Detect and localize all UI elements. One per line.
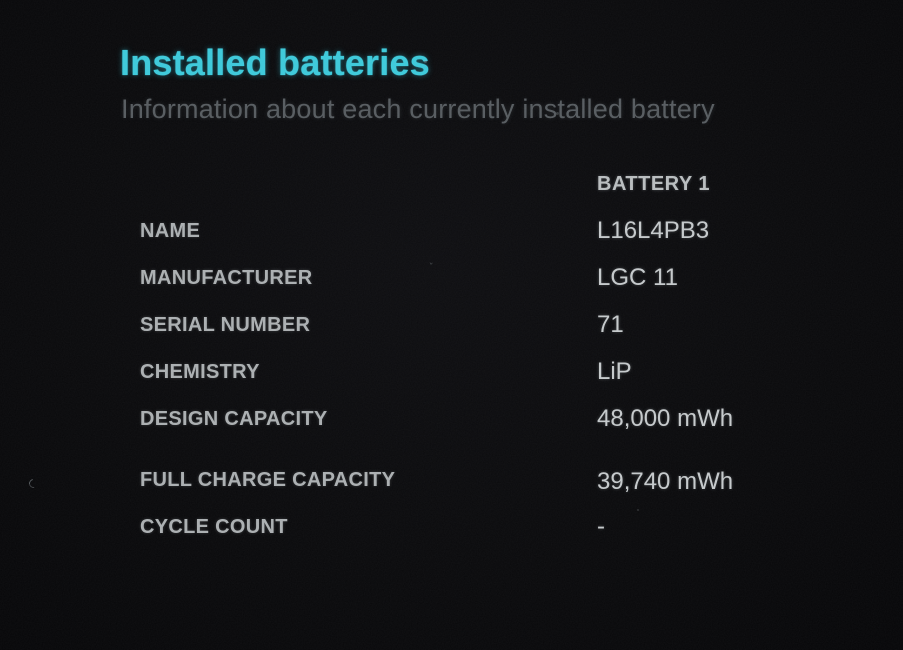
battery-table: BATTERY 1 NAME L16L4PB3 MANUFACTURER LGC…: [140, 173, 733, 563]
row-value-design-capacity: 48,000 mWh: [597, 405, 734, 432]
row-label-cycle-count: CYCLE COUNT: [140, 516, 288, 538]
page-title: Installed batteries: [120, 42, 430, 83]
row-value-serial-number: 71: [597, 311, 624, 338]
row-label-chemistry: CHEMISTRY: [140, 361, 260, 383]
row-value-manufacturer: LGC 11: [597, 264, 678, 291]
row-value-cycle-count: -: [597, 513, 605, 540]
row-value-name: L16L4PB3: [597, 217, 710, 244]
page-subtitle: Information about each currently install…: [121, 94, 715, 124]
row-value-chemistry: LiP: [597, 358, 632, 385]
row-value-full-charge-capacity: 39,740 mWh: [597, 468, 734, 495]
row-label-name: NAME: [140, 220, 201, 242]
row-label-full-charge-capacity: FULL CHARGE CAPACITY: [140, 469, 396, 491]
row-label-design-capacity: DESIGN CAPACITY: [140, 408, 328, 430]
column-header-battery-1: BATTERY 1: [597, 173, 711, 195]
row-label-serial-number: SERIAL NUMBER: [140, 314, 311, 336]
row-label-manufacturer: MANUFACTURER: [140, 267, 313, 289]
